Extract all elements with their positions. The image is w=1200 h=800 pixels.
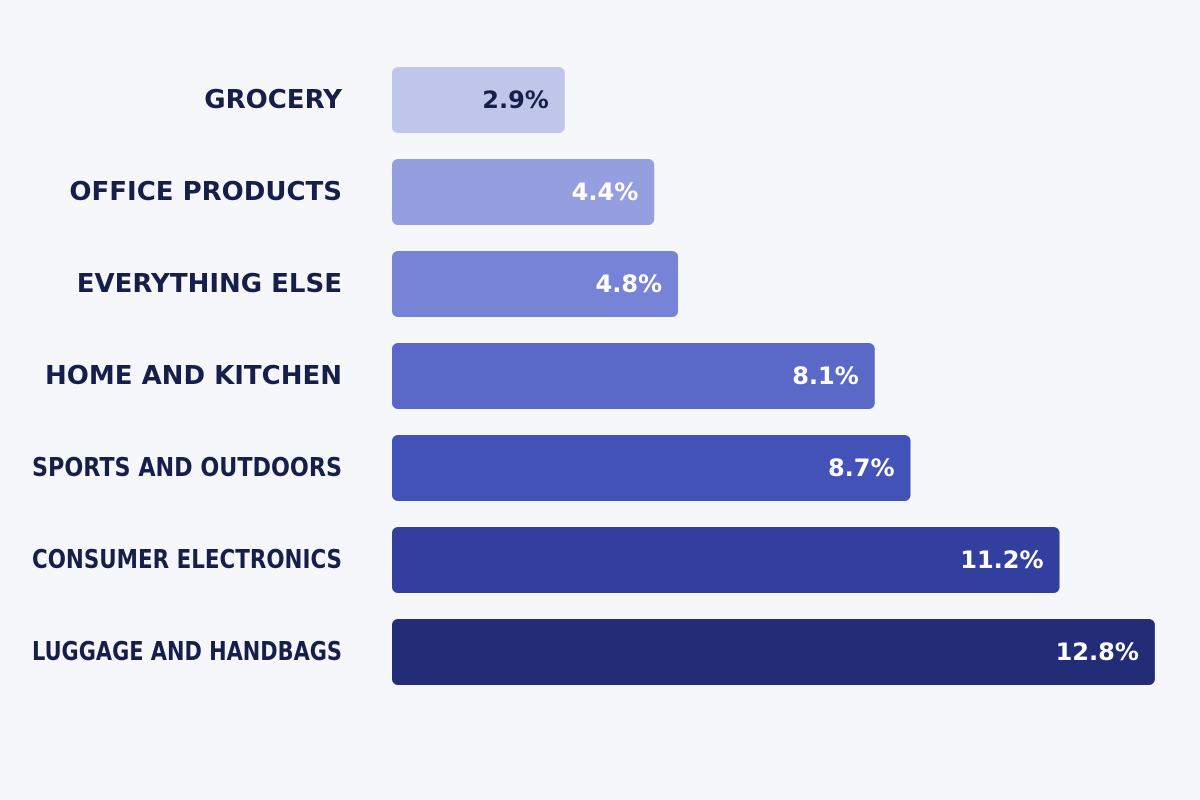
bar-home-and-kitchen (392, 343, 875, 409)
category-label: LUGGAGE AND HANDBAGS (32, 637, 342, 667)
bars-group (392, 67, 1155, 685)
category-labels-group: GROCERY OFFICE PRODUCTS EVERYTHING ELSE HOM… (32, 85, 343, 667)
value-label: 4.8% (596, 270, 663, 298)
category-label: OFFICE PRODUCTS (69, 177, 342, 207)
value-label: 8.7% (828, 454, 895, 482)
bar-office-products (392, 159, 655, 225)
category-label: GROCERY (204, 85, 343, 115)
value-label: 2.9% (482, 86, 549, 114)
bar-luggage-and-handbags (392, 619, 1155, 685)
bar-sports-and-outdoors (392, 435, 911, 501)
value-label: 11.2% (960, 546, 1043, 574)
category-label: SPORTS AND OUTDOORS (32, 453, 342, 483)
bar-grocery (392, 67, 565, 133)
value-label: 4.4% (572, 178, 639, 206)
bar-everything-else (392, 251, 679, 317)
category-label: CONSUMER ELECTRONICS (32, 545, 342, 575)
value-label: 8.1% (792, 362, 859, 390)
value-labels-group: 2.9% 4.4% 4.8% 8.1% 8.7% 11.2% 12.8% (482, 86, 1139, 666)
value-label: 12.8% (1056, 638, 1139, 666)
category-label: EVERYTHING ELSE (77, 269, 342, 299)
category-label: HOME AND KITCHEN (45, 361, 342, 391)
bar-consumer-electronics (392, 527, 1060, 593)
